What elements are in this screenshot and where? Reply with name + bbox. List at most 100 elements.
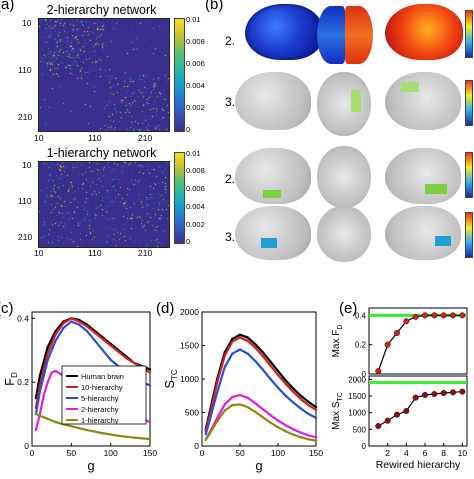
brain-row1-top-right xyxy=(345,6,373,64)
y-tick-label: 1000 xyxy=(180,374,199,384)
series-line-10-hierarchy xyxy=(204,336,317,432)
panel-b-label: (b) xyxy=(205,0,224,13)
colorbar-b-row4 xyxy=(465,212,473,258)
series-point xyxy=(261,351,264,354)
series-point xyxy=(133,361,136,365)
y-tick-top-10: 10 xyxy=(22,18,32,28)
series-point xyxy=(269,364,272,367)
matrix-2-hierarchy-canvas xyxy=(39,19,169,131)
cbar-top-tick-5: 0 xyxy=(186,125,191,134)
legend-label: Human brain xyxy=(81,372,124,381)
y-tick-label: 1500 xyxy=(348,392,366,401)
cbar-bottom-tick-1: 0.008 xyxy=(186,166,205,175)
brain-row2-lateral xyxy=(235,72,311,130)
cbar-top-tick-1: 0.008 xyxy=(186,37,205,46)
series-point xyxy=(109,433,112,436)
series-point xyxy=(299,436,302,439)
panel-e-label: (e) xyxy=(339,300,358,317)
series-point xyxy=(216,381,219,384)
series-point xyxy=(148,368,152,371)
series-point xyxy=(384,341,391,348)
x-axis-label: g xyxy=(87,458,94,473)
series-point xyxy=(254,346,257,349)
series-point xyxy=(449,389,456,396)
b-row4-highlight-right xyxy=(435,236,451,246)
series-point xyxy=(125,435,128,438)
colorbar-b-row3 xyxy=(465,152,473,198)
panel-d-label: (d) xyxy=(156,300,175,317)
series-point xyxy=(216,420,219,423)
series-point xyxy=(375,368,382,375)
series-point xyxy=(299,431,302,434)
series-point xyxy=(393,329,400,336)
series-point xyxy=(254,359,257,363)
cbar-bottom-tick-3: 0.004 xyxy=(186,202,205,211)
x-tick-label: 150 xyxy=(143,448,157,458)
plot-frame-e-0 xyxy=(368,307,468,375)
panel-c: (c) 0 50 100 150 0 0.2 0.4 g FD Human brain 10-hie… xyxy=(0,300,160,474)
x-axis-label: Rewired hierarchy xyxy=(376,459,461,471)
row-label-3: 2. xyxy=(225,172,236,186)
y-tick-label: 500 xyxy=(185,408,199,418)
series-point xyxy=(38,414,42,417)
series-point xyxy=(54,369,57,373)
brain-row1-top-left xyxy=(317,6,345,64)
x-tick-label: 0 xyxy=(200,448,205,458)
series-point xyxy=(70,317,73,320)
series-point xyxy=(314,408,318,412)
series-point xyxy=(307,438,310,441)
y-tick-label: 0 xyxy=(362,370,367,379)
series-point xyxy=(254,410,257,414)
series-point xyxy=(269,360,272,363)
series-point xyxy=(276,419,280,422)
series-point xyxy=(459,312,466,319)
series-point xyxy=(54,420,57,424)
series-point xyxy=(93,430,97,433)
series-point xyxy=(208,419,211,422)
cbar-top-tick-0: 0.01 xyxy=(186,15,201,24)
x-tick-top-10: 10 xyxy=(34,133,44,143)
panel-c-label: (c) xyxy=(0,300,14,317)
series-point xyxy=(78,320,81,323)
legend-label: 1-hierarchy xyxy=(81,416,119,425)
colorbar-bottom xyxy=(174,152,185,244)
series-point xyxy=(269,413,272,417)
brain-row3-top xyxy=(317,146,371,208)
series-point xyxy=(412,394,419,401)
colorbar-b-row2 xyxy=(465,80,473,126)
series-point xyxy=(34,412,38,416)
series-point xyxy=(284,394,287,397)
series-point xyxy=(46,352,49,355)
brain-row2-medial xyxy=(385,72,461,130)
series-point xyxy=(46,345,49,349)
x-tick-bottom-10: 10 xyxy=(34,248,44,258)
legend-label: 10-hierarchy xyxy=(81,383,123,392)
series-point xyxy=(314,439,318,442)
series-point xyxy=(54,339,57,342)
series-point xyxy=(449,312,456,319)
y-axis-label-top: Max FD xyxy=(331,325,344,358)
brain-row4-medial xyxy=(385,206,461,260)
series-point xyxy=(292,387,295,390)
x-tick-label: 0 xyxy=(30,448,35,458)
series-point xyxy=(421,391,428,398)
y-tick-label: 0.2 xyxy=(355,341,367,350)
series-point xyxy=(261,407,264,411)
series-point xyxy=(299,397,302,401)
series-point xyxy=(101,432,105,435)
series-point xyxy=(261,355,264,358)
series-point xyxy=(276,369,280,373)
y-tick-label: 0.4 xyxy=(17,313,29,323)
panel-d: (d) 0 50 100 150 0 500 1000 1500 2000 g STC xyxy=(156,300,325,474)
series-point xyxy=(78,323,81,326)
x-tick-label: 50 xyxy=(235,448,245,458)
x-tick-label: 6 xyxy=(423,448,428,458)
y-tick-bottom-110: 110 xyxy=(18,196,32,206)
series-point xyxy=(431,312,438,319)
series-point xyxy=(109,358,112,362)
series-point xyxy=(125,357,128,360)
series-point xyxy=(292,390,295,393)
series-point xyxy=(85,329,89,333)
y-tick-label: 0 xyxy=(362,442,367,451)
